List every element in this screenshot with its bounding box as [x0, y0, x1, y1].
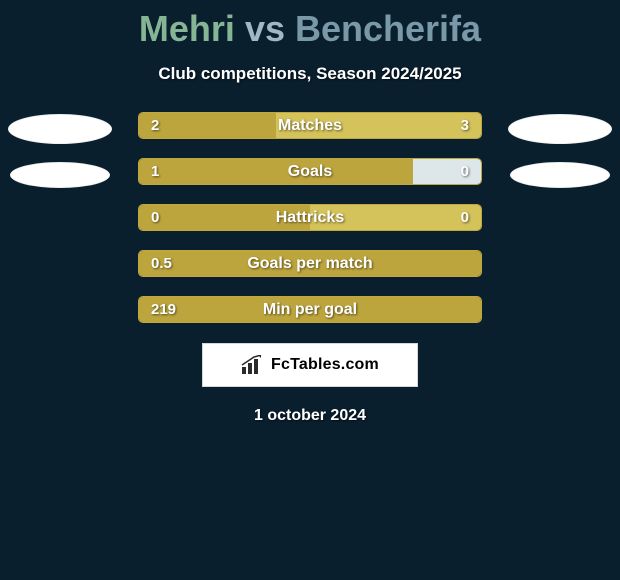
player-1-photo-col	[0, 112, 120, 188]
page-title: Mehri vs Bencherifa	[139, 8, 481, 50]
stat-row-segments	[139, 297, 481, 322]
date: 1 october 2024	[254, 407, 366, 425]
stat-row-segments	[139, 113, 481, 138]
player-2-photo-col	[500, 112, 620, 188]
comparison-card: Mehri vs Bencherifa Club competitions, S…	[0, 0, 620, 580]
player-1-avatar	[8, 114, 112, 144]
stat-row: 0.5Goals per match	[138, 250, 482, 277]
player-2-team-logo	[510, 162, 610, 188]
stat-row: 00Hattricks	[138, 204, 482, 231]
stats-area: 23Matches 10Goals 00Hattricks 0.5Goals per …	[0, 112, 620, 323]
stat-row-segment	[413, 159, 481, 184]
player-2-name: Bencherifa	[295, 8, 481, 49]
player-1-name: Mehri	[139, 8, 235, 49]
player-1-team-logo	[10, 162, 110, 188]
player-2-avatar	[508, 114, 612, 144]
stat-row-segments	[139, 205, 481, 230]
stat-row-segment	[139, 251, 481, 276]
stat-row-segment	[310, 205, 481, 230]
stat-row: 10Goals	[138, 158, 482, 185]
title-vs: vs	[245, 8, 285, 49]
stat-row-segment	[276, 113, 481, 138]
site-logo-text: FcTables.com	[271, 356, 379, 374]
stat-row-segments	[139, 159, 481, 184]
stat-bars: 23Matches 10Goals 00Hattricks 0.5Goals per …	[120, 112, 500, 323]
stat-row: 219Min per goal	[138, 296, 482, 323]
stat-row-segment	[139, 159, 413, 184]
stat-row: 23Matches	[138, 112, 482, 139]
stat-row-segment	[139, 205, 310, 230]
stat-row-segments	[139, 251, 481, 276]
stat-row-segment	[139, 113, 276, 138]
bar-chart-icon	[241, 355, 265, 375]
subtitle: Club competitions, Season 2024/2025	[158, 64, 461, 84]
stat-row-segment	[139, 297, 481, 322]
site-logo[interactable]: FcTables.com	[202, 343, 418, 387]
